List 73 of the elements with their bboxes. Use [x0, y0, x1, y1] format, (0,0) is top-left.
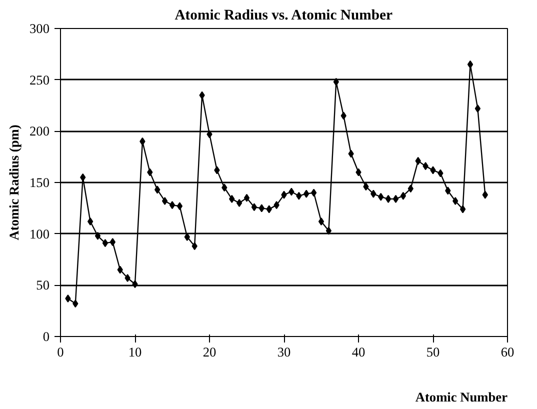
point	[378, 192, 384, 201]
x-tick-label: 30	[277, 344, 291, 360]
x-tick-label: 60	[500, 344, 514, 360]
point	[310, 188, 317, 197]
point	[102, 239, 108, 248]
point	[438, 169, 444, 178]
x-tick-label: 40	[352, 344, 366, 360]
point	[326, 226, 332, 235]
x-axis-title: Atomic Number	[415, 390, 508, 404]
point	[430, 166, 436, 174]
chart-title: Atomic Radius vs. Atomic Number	[174, 8, 393, 24]
point	[229, 194, 235, 203]
point	[94, 232, 101, 240]
point	[348, 150, 354, 158]
point	[206, 130, 212, 138]
point	[110, 238, 116, 246]
point	[474, 104, 481, 113]
point	[304, 190, 310, 198]
y-tick-label: 0	[42, 329, 50, 344]
point	[385, 194, 392, 203]
point	[87, 218, 94, 226]
point	[117, 266, 123, 274]
point	[408, 184, 414, 193]
point	[169, 201, 176, 210]
point	[482, 190, 488, 199]
point	[296, 192, 302, 200]
point	[400, 192, 406, 200]
point	[65, 294, 71, 303]
y-tick-label: 300	[30, 21, 50, 36]
point	[340, 112, 346, 120]
point	[392, 194, 399, 203]
point	[244, 194, 250, 202]
point	[467, 60, 474, 68]
point	[452, 196, 458, 205]
y-tick-label: 200	[30, 124, 50, 139]
y-tick-label: 50	[36, 278, 50, 293]
point	[370, 190, 376, 198]
x-tick-label: 20	[202, 344, 216, 360]
point	[162, 196, 168, 205]
point	[274, 201, 280, 210]
point	[460, 205, 466, 214]
y-tick-label: 250	[30, 72, 50, 88]
point	[266, 205, 272, 214]
point	[176, 202, 183, 210]
point	[236, 199, 242, 208]
point	[154, 186, 160, 194]
point	[258, 204, 264, 212]
y-axis-title: Atomic Radius (pm)	[6, 124, 22, 240]
point	[132, 280, 138, 288]
point	[445, 186, 451, 195]
point	[251, 203, 258, 212]
point	[140, 137, 146, 146]
x-tick-label: 10	[128, 344, 142, 360]
point	[422, 162, 428, 170]
point	[333, 78, 339, 86]
point	[288, 188, 294, 196]
point	[199, 91, 205, 100]
point	[80, 173, 86, 182]
y-tick-label: 100	[30, 226, 50, 242]
point	[363, 182, 369, 191]
x-tick-label: 0	[57, 344, 64, 360]
point	[192, 242, 198, 250]
point	[214, 166, 220, 174]
point	[124, 274, 130, 282]
point	[147, 168, 153, 176]
point	[222, 184, 228, 192]
x-tick-label: 50	[426, 344, 440, 360]
point	[318, 218, 324, 226]
point	[72, 300, 78, 308]
point	[281, 190, 287, 199]
point	[415, 156, 421, 165]
y-tick-label: 150	[30, 175, 50, 190]
point	[356, 168, 362, 176]
